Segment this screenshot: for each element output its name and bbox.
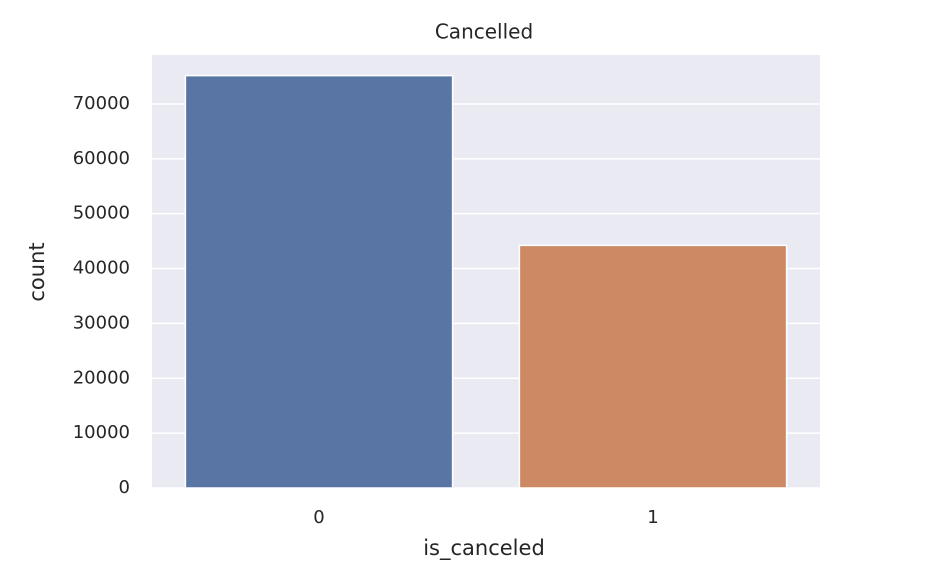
y-tick-label: 10000: [73, 422, 130, 443]
y-tick-label: 0: [119, 477, 130, 498]
y-tick-label: 20000: [73, 367, 130, 388]
chart-title: Cancelled: [435, 20, 533, 44]
x-tick-label: 0: [313, 507, 324, 528]
x-axis-label: is_canceled: [423, 536, 545, 561]
x-tick-label: 1: [647, 507, 658, 528]
y-tick-label: 40000: [73, 258, 130, 279]
y-tick-label: 30000: [73, 312, 130, 333]
bar: [184, 74, 454, 489]
y-tick-label: 70000: [73, 93, 130, 114]
y-tick-label: 50000: [73, 203, 130, 224]
y-axis-label: count: [25, 242, 49, 301]
bar: [518, 244, 788, 489]
y-tick-label: 60000: [73, 148, 130, 169]
